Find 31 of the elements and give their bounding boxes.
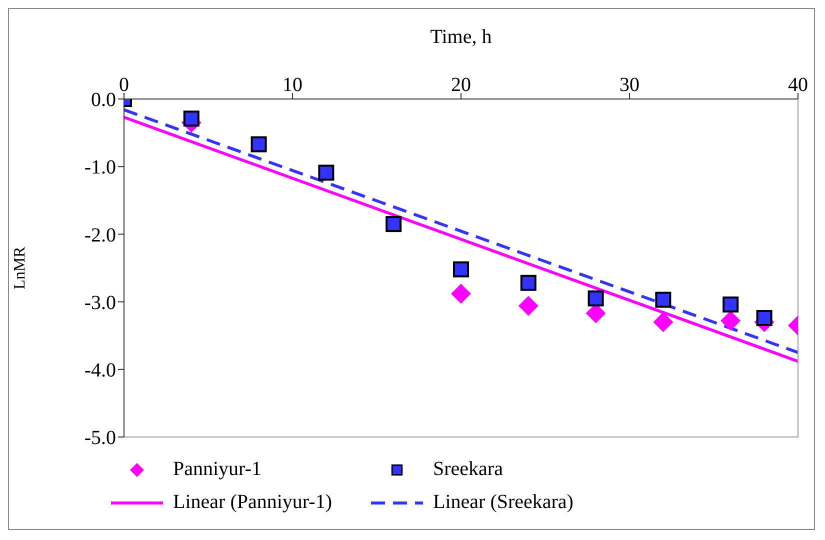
- x-tick-label: 40: [788, 74, 808, 96]
- legend-label: Linear (Sreekara): [433, 491, 574, 514]
- x-tick-label: 0: [119, 74, 129, 96]
- y-tick-label: -1.0: [84, 156, 116, 179]
- point: [451, 284, 471, 304]
- x-axis-title: Time, h: [430, 26, 492, 48]
- point: [722, 296, 739, 313]
- point: [183, 110, 200, 127]
- x-tick-label: 10: [282, 74, 302, 96]
- point: [720, 310, 741, 331]
- legend-label: Panniyur-1: [173, 458, 262, 481]
- legend-label: Linear (Panniyur-1): [173, 491, 332, 514]
- y-tick-label: -5.0: [84, 427, 116, 450]
- y-tick-label: 0.0: [91, 89, 116, 112]
- point: [318, 164, 334, 181]
- point: [386, 216, 402, 232]
- x-tick-label: 30: [620, 74, 640, 96]
- point: [453, 261, 469, 278]
- point: [756, 310, 772, 326]
- point: [250, 136, 267, 152]
- y-tick-label: -3.0: [84, 292, 116, 314]
- point: [518, 296, 538, 316]
- y-axis-title: LnMR: [12, 246, 29, 290]
- point: [655, 292, 672, 308]
- y-tick-label: -2.0: [84, 224, 116, 246]
- point: [520, 274, 536, 291]
- point: [653, 312, 674, 332]
- legend-label: Sreekara: [433, 458, 503, 481]
- y-tick-label: -4.0: [84, 360, 116, 382]
- x-tick-label: 20: [451, 74, 471, 96]
- point: [588, 290, 604, 306]
